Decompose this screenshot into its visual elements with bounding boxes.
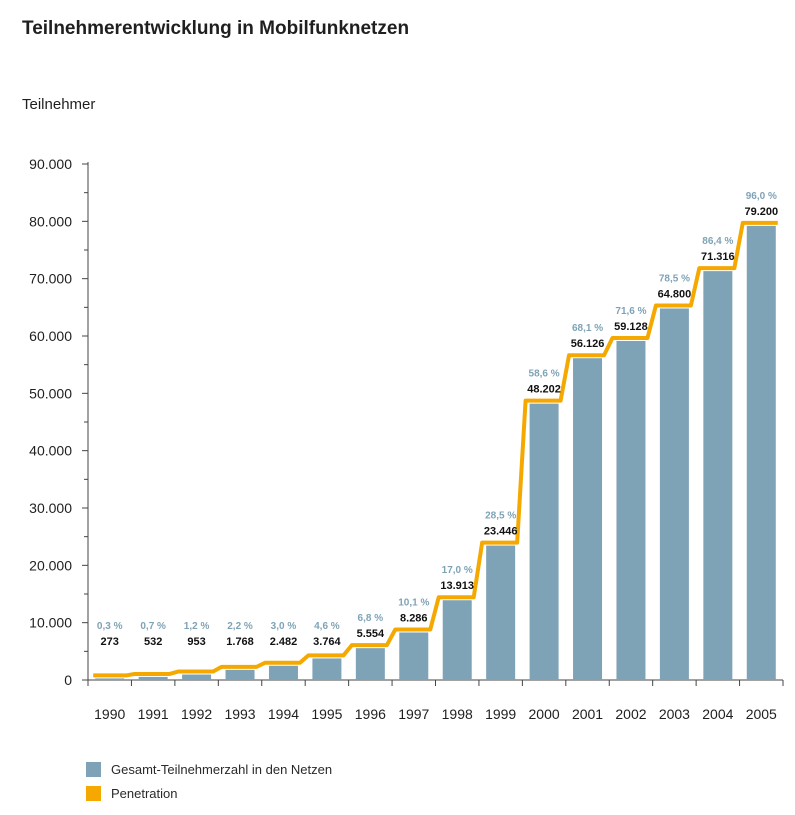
penetration-label: 71,6 %: [615, 306, 646, 317]
bar: [659, 308, 689, 680]
penetration-label: 3,0 %: [271, 621, 297, 632]
bars-group: [95, 225, 776, 681]
penetration-label: 96,0 %: [746, 191, 777, 202]
y-tick-label: 60.000: [29, 328, 72, 344]
chart-title: Teilnehmerentwicklung in Mobilfunknetzen: [22, 18, 410, 39]
penetration-line: [93, 220, 778, 678]
legend-swatch-subscribers: [86, 762, 101, 777]
legend-swatch-penetration: [86, 786, 101, 801]
legend-item-subscribers: Gesamt-Teilnehmerzahl in den Netzen: [86, 762, 332, 777]
bar: [312, 658, 342, 680]
bar: [486, 545, 516, 680]
value-label: 2.482: [270, 636, 298, 648]
y-tick-label: 20.000: [29, 557, 72, 573]
penetration-label: 10,1 %: [398, 597, 429, 608]
bar: [268, 665, 298, 680]
x-tick-label: 2004: [702, 706, 733, 722]
penetration-label: 28,5 %: [485, 511, 516, 522]
bar: [746, 225, 776, 681]
value-label: 8.286: [400, 612, 428, 624]
bar: [616, 340, 646, 680]
penetration-label: 2,2 %: [227, 621, 253, 632]
bar: [182, 674, 212, 680]
legend-label-penetration: Penetration: [111, 786, 178, 801]
x-tick-label: 1993: [224, 706, 255, 722]
penetration-label: 0,7 %: [140, 621, 166, 632]
legend-item-penetration: Penetration: [86, 786, 178, 801]
value-label: 48.202: [527, 384, 561, 396]
bar: [95, 678, 125, 680]
x-tick-label: 1995: [311, 706, 342, 722]
value-label: 71.316: [701, 251, 735, 263]
penetration-line-group: [93, 220, 778, 678]
penetration-label: 68,1 %: [572, 323, 603, 334]
x-tick-label: 1997: [398, 706, 429, 722]
data-labels-group: 273 0,3 % 532 0,7 % 953 1,2 % 1.768 2,2 % 2.482 3…: [97, 191, 778, 648]
penetration-label: 17,0 %: [442, 565, 473, 576]
y-tick-label: 0: [64, 672, 72, 688]
bar: [225, 669, 255, 680]
penetration-label: 1,2 %: [184, 621, 210, 632]
penetration-label: 58,6 %: [529, 369, 560, 380]
penetration-label: 4,6 %: [314, 621, 340, 632]
value-label: 273: [101, 636, 119, 648]
value-label: 13.913: [440, 580, 474, 592]
y-tick-label: 70.000: [29, 271, 72, 287]
penetration-label: 86,4 %: [702, 236, 733, 247]
bar: [703, 271, 733, 680]
value-label: 953: [187, 636, 205, 648]
y-tick-label: 30.000: [29, 500, 72, 516]
x-tick-label: 1996: [355, 706, 386, 722]
y-tick-label: 50.000: [29, 385, 72, 401]
bar: [138, 676, 168, 680]
x-tick-label: 2000: [529, 706, 560, 722]
y-tick-label: 40.000: [29, 443, 72, 459]
x-tick-label: 1992: [181, 706, 212, 722]
x-tick-label: 1999: [485, 706, 516, 722]
value-label: 59.128: [614, 321, 648, 333]
bar: [442, 600, 472, 680]
chart-plot: 0 10.000 20.000 30.000 40.000 50.000 60.000 70.…: [29, 156, 784, 722]
value-label: 79.200: [744, 206, 778, 218]
x-tick-label: 1998: [442, 706, 473, 722]
y-tick-label: 10.000: [29, 615, 72, 631]
penetration-label: 6,8 %: [358, 613, 384, 624]
bar: [529, 403, 559, 680]
value-label: 5.554: [357, 628, 385, 640]
value-label: 1.768: [226, 636, 254, 648]
y-tick-label: 80.000: [29, 213, 72, 229]
value-label: 64.800: [658, 288, 692, 300]
bar: [399, 632, 429, 680]
x-tick-label: 1994: [268, 706, 299, 722]
x-tick-label: 2001: [572, 706, 603, 722]
bar: [573, 358, 603, 680]
penetration-label: 0,3 %: [97, 621, 123, 632]
x-tick-label: 1990: [94, 706, 125, 722]
x-tick-label: 2003: [659, 706, 690, 722]
x-tick-label: 2005: [746, 706, 777, 722]
legend-label-subscribers: Gesamt-Teilnehmerzahl in den Netzen: [111, 762, 333, 777]
y-tick-label: 90.000: [29, 156, 72, 172]
x-tick-label: 2002: [615, 706, 646, 722]
value-label: 23.446: [484, 526, 518, 538]
penetration-label: 78,5 %: [659, 273, 690, 284]
bar: [355, 648, 385, 680]
x-tick-label: 1991: [138, 706, 169, 722]
y-axis-label: Teilnehmer: [22, 96, 96, 113]
value-label: 56.126: [571, 338, 605, 350]
value-label: 3.764: [313, 636, 341, 648]
value-label: 532: [144, 636, 162, 648]
